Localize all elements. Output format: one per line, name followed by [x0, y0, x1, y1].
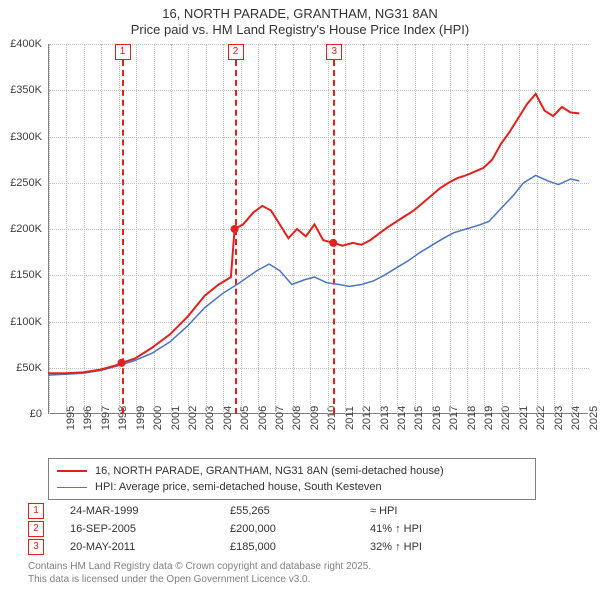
y-axis-label: £300K	[10, 131, 42, 143]
page: 16, NORTH PARADE, GRANTHAM, NG31 8AN Pri…	[0, 0, 600, 590]
y-axis-label: £100K	[10, 316, 42, 328]
sale-row-hpi-rel: 41% ↑ HPI	[370, 523, 422, 535]
y-axis-label: £250K	[10, 177, 42, 189]
sale-row-date: 16-SEP-2005	[70, 523, 230, 535]
sale-dot	[329, 239, 337, 247]
footer-line2: This data is licensed under the Open Gov…	[28, 573, 371, 586]
sale-row-date: 20-MAY-2011	[70, 541, 230, 553]
sale-row-price: £55,265	[230, 505, 370, 517]
title-subtitle: Price paid vs. HM Land Registry's House …	[0, 22, 600, 38]
y-axis-label: £0	[30, 408, 42, 420]
y-axis-label: £400K	[10, 38, 42, 50]
sale-dot	[118, 359, 126, 367]
legend-row-price: 16, NORTH PARADE, GRANTHAM, NG31 8AN (se…	[57, 463, 527, 479]
sale-table: 1 24-MAR-1999£55,265≈ HPI 2 16-SEP-2005£200…	[28, 502, 422, 556]
sale-row-badge: 1	[28, 503, 44, 519]
title-address: 16, NORTH PARADE, GRANTHAM, NG31 8AN	[0, 6, 600, 22]
sale-row-hpi-rel: ≈ HPI	[370, 505, 397, 517]
sale-row: 3 20-MAY-2011£185,00032% ↑ HPI	[28, 538, 422, 556]
sale-row-price: £200,000	[230, 523, 370, 535]
title-block: 16, NORTH PARADE, GRANTHAM, NG31 8AN Pri…	[0, 0, 600, 38]
sale-row-badge: 2	[28, 521, 44, 537]
sale-row-hpi-rel: 32% ↑ HPI	[370, 541, 422, 553]
y-axis-label: £150K	[10, 269, 42, 281]
sale-row-badge: 3	[28, 539, 44, 555]
chart-lines	[48, 44, 588, 414]
footer-line1: Contains HM Land Registry data © Crown c…	[28, 560, 371, 573]
legend-swatch-hpi	[57, 487, 87, 488]
legend-row-hpi: HPI: Average price, semi-detached house,…	[57, 479, 527, 495]
legend-label-hpi: HPI: Average price, semi-detached house,…	[95, 479, 382, 495]
chart: £0£50K£100K£150K£200K£250K£300K£350K£400…	[48, 44, 588, 414]
y-axis-label: £50K	[16, 362, 42, 374]
legend: 16, NORTH PARADE, GRANTHAM, NG31 8AN (se…	[48, 458, 536, 500]
sale-row-date: 24-MAR-1999	[70, 505, 230, 517]
hpi-line	[48, 175, 579, 375]
legend-label-price: 16, NORTH PARADE, GRANTHAM, NG31 8AN (se…	[95, 463, 444, 479]
sale-row-price: £185,000	[230, 541, 370, 553]
price-line	[48, 94, 579, 373]
sale-row: 2 16-SEP-2005£200,00041% ↑ HPI	[28, 520, 422, 538]
legend-swatch-price	[57, 470, 87, 472]
sale-row: 1 24-MAR-1999£55,265≈ HPI	[28, 502, 422, 520]
y-axis-label: £350K	[10, 84, 42, 96]
y-axis-label: £200K	[10, 223, 42, 235]
sale-dot	[231, 225, 239, 233]
footer: Contains HM Land Registry data © Crown c…	[28, 560, 371, 586]
